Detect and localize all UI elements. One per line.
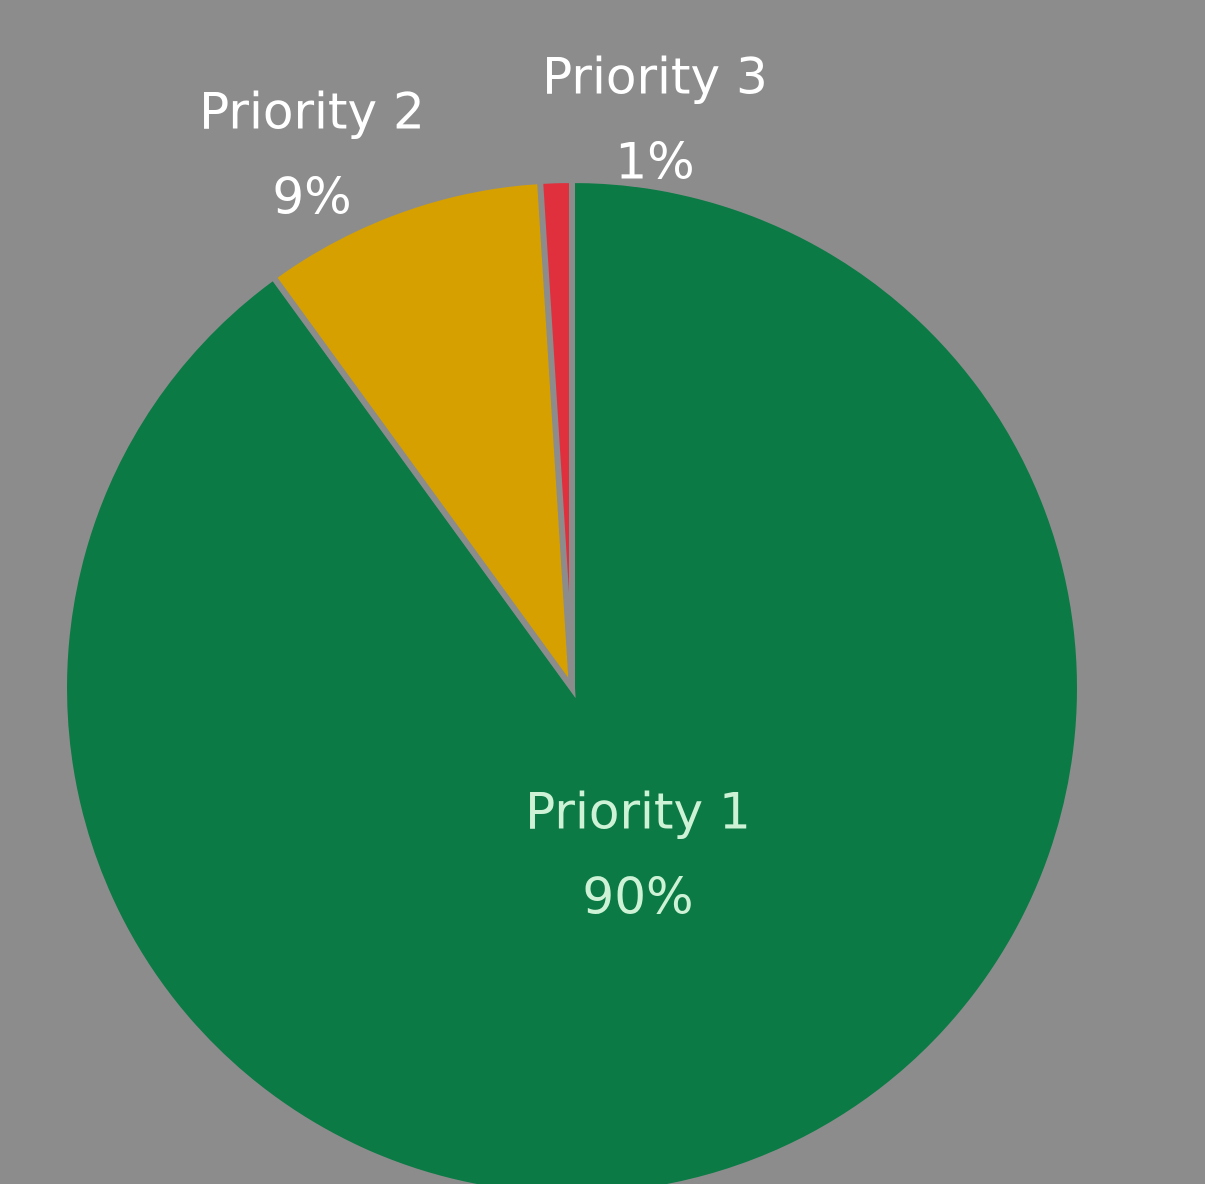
- slice-value-label: 1%: [615, 133, 694, 191]
- slice-value-label: 90%: [582, 868, 693, 926]
- slice-label: Priority 2: [199, 83, 425, 141]
- slice-label: Priority 3: [542, 48, 768, 106]
- slice-value-label: 9%: [272, 168, 351, 226]
- pie-slice: [269, 177, 576, 699]
- pie-slice: [536, 176, 575, 689]
- pie-slice: [61, 176, 1083, 1184]
- slice-label: Priority 1: [525, 783, 751, 841]
